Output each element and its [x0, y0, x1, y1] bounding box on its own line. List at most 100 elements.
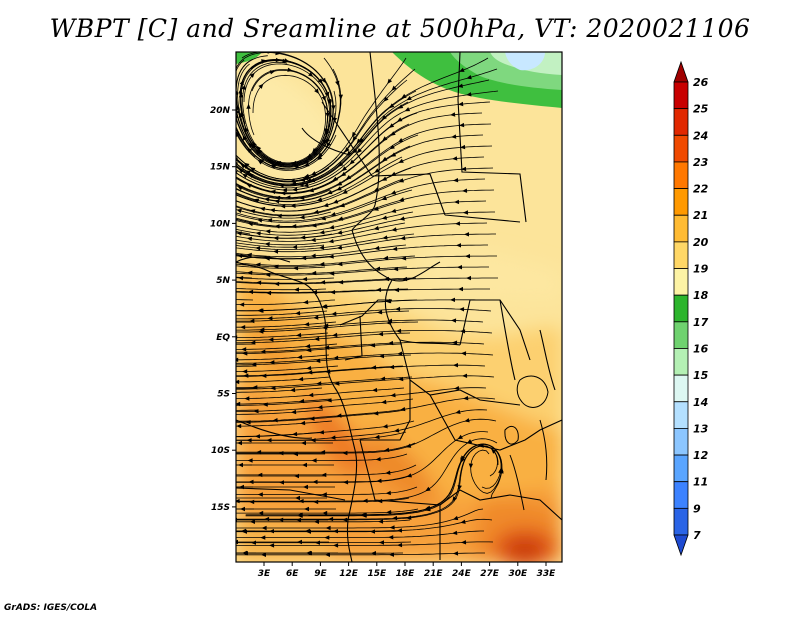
lon-label: 33E	[537, 569, 557, 579]
streamline-arrow	[326, 138, 331, 144]
streamline-arrow	[460, 144, 466, 150]
streamline-arrow	[236, 208, 242, 214]
lat-label: 15S	[211, 503, 230, 513]
streamline-arrow	[406, 515, 412, 520]
streamline-arrow	[452, 530, 458, 535]
streamline-arrow	[238, 275, 244, 281]
streamline	[236, 299, 336, 305]
streamline-arrow	[257, 492, 263, 497]
streamline-arrow	[238, 88, 243, 94]
streamline-arrow	[246, 236, 253, 241]
longitude-ticks	[263, 562, 547, 566]
streamline-arrow	[400, 407, 406, 412]
colorbar-level-label: 9	[693, 502, 701, 515]
streamline-arrow	[332, 332, 338, 338]
streamline-arrow	[325, 552, 330, 557]
lat-label: 10N	[210, 219, 231, 229]
streamline-arrow	[261, 59, 267, 64]
streamline-arrow	[306, 177, 312, 183]
streamline-arrow	[276, 213, 282, 219]
streamline-arrow	[342, 450, 348, 456]
streamline-arrow	[298, 376, 304, 382]
streamline-arrow	[238, 168, 244, 174]
streamline-arrow	[397, 117, 403, 122]
streamline-arrow	[294, 473, 299, 479]
streamline-arrow	[278, 451, 284, 456]
streamline	[236, 217, 259, 224]
colorbar-swatch	[673, 268, 689, 296]
streamline-arrow	[395, 306, 401, 312]
streamline	[236, 288, 327, 291]
streamline-arrow	[451, 134, 457, 139]
streamline-arrow	[373, 206, 379, 211]
streamline-arrow	[452, 156, 458, 161]
streamline	[236, 541, 494, 546]
streamline	[236, 552, 485, 556]
colorbar-level-label: 19	[693, 263, 709, 276]
streamline-arrow	[499, 468, 504, 474]
streamline-arrow	[325, 525, 331, 531]
streamline-arrow	[459, 67, 465, 72]
streamline-arrow	[245, 420, 251, 425]
colorbar-level-label: 24	[693, 129, 708, 142]
streamline-arrow	[338, 161, 344, 167]
streamline-arrow	[462, 373, 468, 378]
streamline	[236, 222, 488, 246]
streamline-arrow	[377, 310, 383, 315]
colorbar-swatch	[673, 428, 689, 456]
streamline-arrow	[343, 480, 349, 485]
streamline-arrow	[338, 280, 344, 285]
streamline-arrow	[330, 435, 336, 440]
streamline-arrow	[313, 315, 319, 320]
streamline	[236, 112, 418, 191]
streamline-arrow	[460, 519, 466, 524]
streamline-arrow	[327, 190, 333, 195]
streamline-arrow	[381, 215, 388, 220]
streamline-arrow	[386, 510, 392, 515]
streamline	[236, 68, 416, 182]
streamline-arrow	[310, 253, 316, 258]
streamline-arrow	[299, 195, 305, 200]
streamline-arrow	[398, 178, 404, 183]
streamline-arrow	[294, 287, 299, 292]
streamline-arrow	[317, 155, 323, 161]
streamline-arrow	[291, 409, 297, 415]
streamline-arrow	[389, 364, 395, 370]
streamline-arrow	[261, 525, 267, 531]
streamline-arrow	[260, 535, 266, 540]
streamline-arrow	[255, 231, 261, 236]
streamline-arrow	[240, 111, 245, 117]
streamline-arrow	[236, 114, 239, 119]
streamline-arrow	[319, 261, 325, 267]
streamline-arrow	[246, 183, 252, 188]
streamline	[236, 299, 482, 312]
streamline-arrow	[296, 332, 302, 338]
streamline-arrow	[302, 277, 308, 282]
colorbar-swatch	[673, 161, 689, 189]
lon-label: 15E	[367, 569, 387, 579]
streamline-arrow	[452, 496, 457, 502]
streamline-arrow	[376, 287, 382, 292]
streamline	[236, 330, 493, 341]
streamline-arrow	[334, 381, 340, 386]
streamline-arrow	[275, 161, 281, 166]
streamline-arrow	[245, 170, 251, 175]
streamline-arrow	[382, 235, 388, 240]
streamline-arrow	[293, 451, 298, 457]
streamline-arrow	[388, 123, 395, 128]
streamline-arrow	[241, 347, 247, 352]
streamline-arrow	[257, 472, 263, 478]
streamline	[236, 90, 499, 189]
streamline-arrow	[380, 376, 386, 381]
colorbar-swatch	[673, 401, 689, 429]
streamline-arrow	[381, 399, 387, 405]
streamline-arrow	[280, 191, 286, 196]
streamline-arrow	[306, 366, 312, 371]
streamline-arrow	[279, 480, 284, 485]
streamline-arrow	[322, 304, 328, 309]
streamline-arrow	[236, 131, 241, 137]
streamline	[236, 321, 337, 328]
streamline-arrow	[461, 455, 466, 461]
streamline-arrow	[236, 498, 240, 504]
streamline-arrow	[390, 190, 397, 195]
